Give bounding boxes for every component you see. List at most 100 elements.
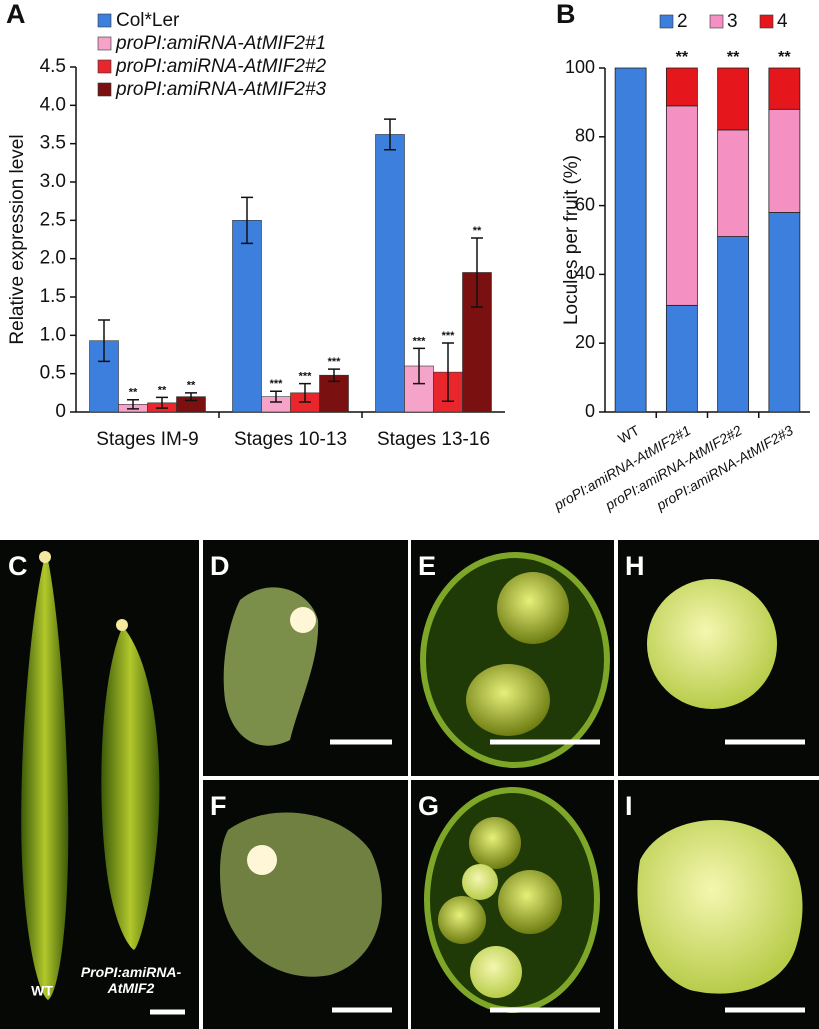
y-tick-label: 2.5 xyxy=(40,209,66,230)
seed xyxy=(466,664,550,736)
y-tick-label: 0 xyxy=(585,401,595,421)
inflorescence xyxy=(637,820,803,994)
panel-label: H xyxy=(625,551,645,581)
legend-label: proPI:amiRNA-AtMIF2#2 xyxy=(115,56,327,77)
error-bar xyxy=(241,196,253,245)
stigma xyxy=(290,607,316,633)
error-bar xyxy=(185,392,197,402)
y-tick-label: 0 xyxy=(55,401,66,422)
inflorescence xyxy=(647,579,777,709)
y-tick-label: 60 xyxy=(575,194,595,214)
pod-mutant xyxy=(101,628,160,950)
legend-swatch xyxy=(759,14,774,29)
x-tick-label: Stages 10-13 xyxy=(234,429,347,450)
bar-segment xyxy=(665,105,698,306)
panel-label: B xyxy=(556,0,576,29)
legend-label: 4 xyxy=(777,11,788,32)
legend-swatch xyxy=(97,13,112,28)
significance: ** xyxy=(129,387,138,399)
error-bar xyxy=(299,382,311,403)
panel-label: I xyxy=(625,791,633,821)
bar xyxy=(375,134,405,413)
y-tick-label: 100 xyxy=(565,57,595,77)
y-tick-label: 40 xyxy=(575,263,595,283)
error-bar xyxy=(156,396,168,409)
bar-segment xyxy=(665,67,698,107)
x-tick-label: Stages 13-16 xyxy=(377,429,490,450)
significance: *** xyxy=(328,356,342,368)
panel-label: E xyxy=(418,551,436,581)
significance: *** xyxy=(299,371,313,383)
stigma xyxy=(116,619,128,631)
bar-segment xyxy=(717,236,750,413)
legend-swatch xyxy=(659,14,674,29)
significance: ** xyxy=(778,49,791,66)
error-bar xyxy=(270,390,282,403)
stigma xyxy=(39,551,51,563)
bar-segment xyxy=(768,108,801,213)
y-tick-label: 3.0 xyxy=(40,171,66,192)
bar-segment xyxy=(717,67,750,131)
y-tick-label: 2.0 xyxy=(40,248,66,269)
panel-label: G xyxy=(418,791,439,821)
y-tick-label: 80 xyxy=(575,126,595,146)
seed xyxy=(462,864,498,900)
legend-swatch xyxy=(97,59,112,74)
y-axis-label: Locules per fruit (%) xyxy=(561,155,582,325)
error-bar xyxy=(328,368,340,383)
panel-label: D xyxy=(210,551,230,581)
x-tick-label: Stages IM-9 xyxy=(96,429,198,450)
panel-label: C xyxy=(8,551,28,581)
legend-label: proPI:amiRNA-AtMIF2#1 xyxy=(115,33,326,54)
bar-segment xyxy=(768,212,801,413)
y-tick-label: 0.5 xyxy=(40,363,66,384)
stigma xyxy=(247,845,277,875)
legend-swatch xyxy=(97,36,112,51)
legend-label: 2 xyxy=(677,11,688,32)
pod-wt xyxy=(21,560,69,1000)
bar-segment xyxy=(665,304,698,413)
seed xyxy=(470,946,522,998)
error-bar xyxy=(127,398,139,410)
significance: ** xyxy=(187,380,196,392)
error-bar xyxy=(98,319,110,363)
y-tick-label: 3.5 xyxy=(40,133,66,154)
y-tick-label: 1.0 xyxy=(40,324,66,345)
bar xyxy=(319,374,349,413)
significance: ** xyxy=(473,225,482,237)
y-tick-label: 4.5 xyxy=(40,56,66,77)
legend-label: 3 xyxy=(727,11,738,32)
bar xyxy=(232,220,262,413)
panel-label: F xyxy=(210,791,227,821)
y-tick-label: 1.5 xyxy=(40,286,66,307)
significance: ** xyxy=(727,49,740,66)
seed xyxy=(498,870,562,934)
caption-wt: WT xyxy=(31,983,53,999)
x-tick-label: WT xyxy=(615,422,642,447)
y-tick-label: 20 xyxy=(575,332,595,352)
error-bar xyxy=(384,118,396,151)
legend-label: Col*Ler xyxy=(116,10,180,31)
significance: *** xyxy=(413,335,427,347)
y-tick-label: 4.0 xyxy=(40,94,66,115)
bar-segment xyxy=(717,129,750,237)
significance: *** xyxy=(442,330,456,342)
error-bar xyxy=(413,347,425,385)
legend-label: proPI:amiRNA-AtMIF2#3 xyxy=(115,79,327,100)
bar-segment xyxy=(768,67,801,110)
error-bar xyxy=(471,237,483,308)
significance: ** xyxy=(676,49,689,66)
photo-panels xyxy=(0,540,819,1029)
caption-mutant: ProPI:amiRNA-AtMIF2 xyxy=(80,964,182,996)
significance: ** xyxy=(158,384,167,396)
seed xyxy=(497,572,569,644)
y-axis-label: Relative expression level xyxy=(7,134,28,344)
seed xyxy=(469,817,521,869)
legend-swatch xyxy=(709,14,724,29)
panel-label: A xyxy=(6,0,26,29)
seed xyxy=(438,896,486,944)
legend-swatch xyxy=(97,82,112,97)
error-bar xyxy=(442,342,454,403)
